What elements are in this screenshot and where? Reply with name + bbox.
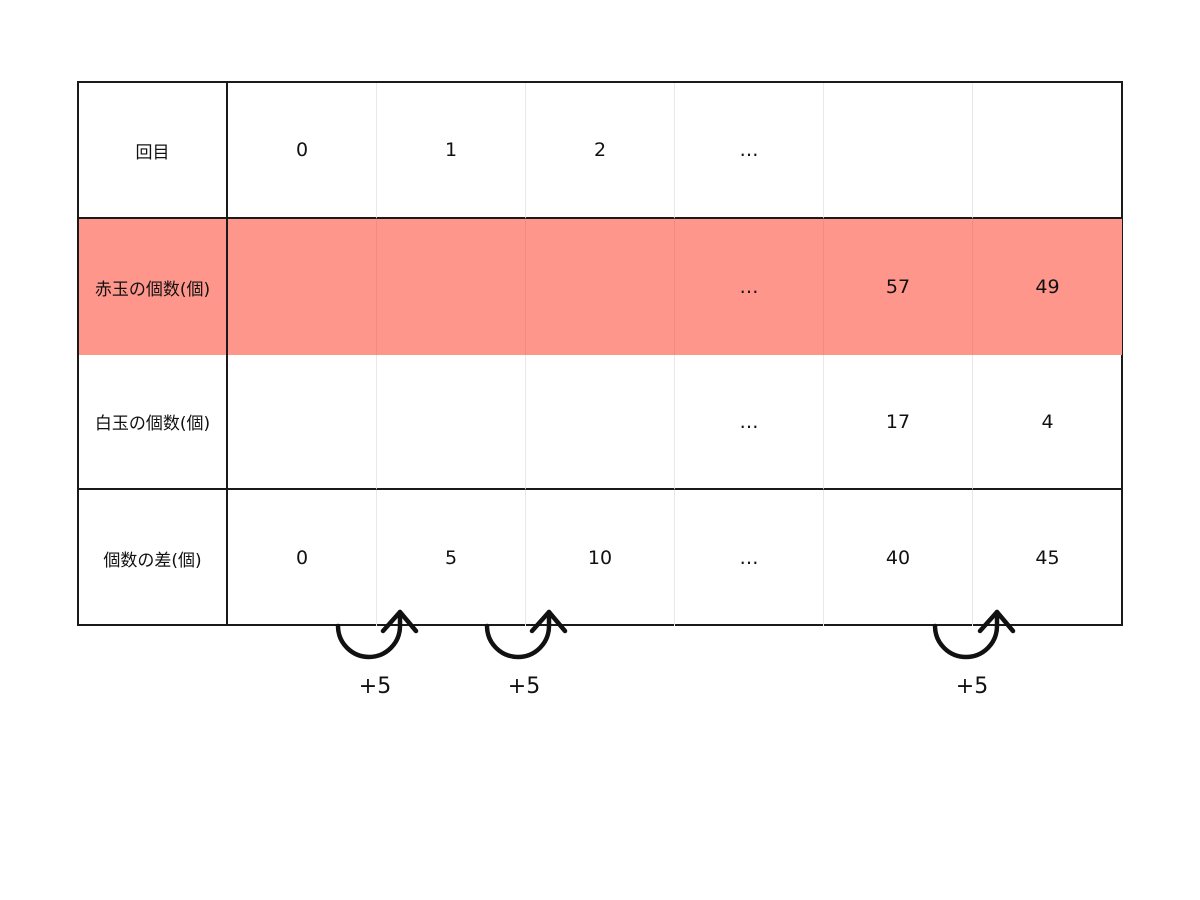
table-cell: 5 [377, 490, 526, 626]
table-cell: 57 [824, 219, 973, 355]
table-cell: 2 [526, 83, 675, 219]
table-cell: 4 [973, 355, 1122, 490]
table-cell [228, 219, 377, 355]
row-header-difference: 個数の差(個) [79, 490, 228, 626]
row-header-round: 回目 [79, 83, 228, 219]
row-header-red-balls: 赤玉の個数(個) [79, 219, 228, 355]
data-table: 回目 0 1 2 … 赤玉の個数(個) … 57 49 白玉の個数(個) … 1… [77, 81, 1123, 626]
table-cell: 40 [824, 490, 973, 626]
table-cell: 49 [973, 219, 1122, 355]
table-cell: 10 [526, 490, 675, 626]
table-cell: … [675, 355, 824, 490]
step-label: +5 [955, 674, 989, 699]
table-cell: 0 [228, 83, 377, 219]
table-cell: 1 [377, 83, 526, 219]
table-cell: … [675, 219, 824, 355]
table-cell [526, 355, 675, 490]
table-cell: … [675, 490, 824, 626]
table-cell: 0 [228, 490, 377, 626]
step-label: +5 [507, 674, 541, 699]
table-cell [377, 219, 526, 355]
step-label: +5 [358, 674, 392, 699]
table-cell: … [675, 83, 824, 219]
table-cell [377, 355, 526, 490]
table-cell [973, 83, 1122, 219]
table-cell: 17 [824, 355, 973, 490]
table-cell [824, 83, 973, 219]
table-cell: 45 [1035, 547, 1060, 569]
table-cell [526, 219, 675, 355]
row-header-white-balls: 白玉の個数(個) [79, 355, 228, 490]
table-cell [228, 355, 377, 490]
